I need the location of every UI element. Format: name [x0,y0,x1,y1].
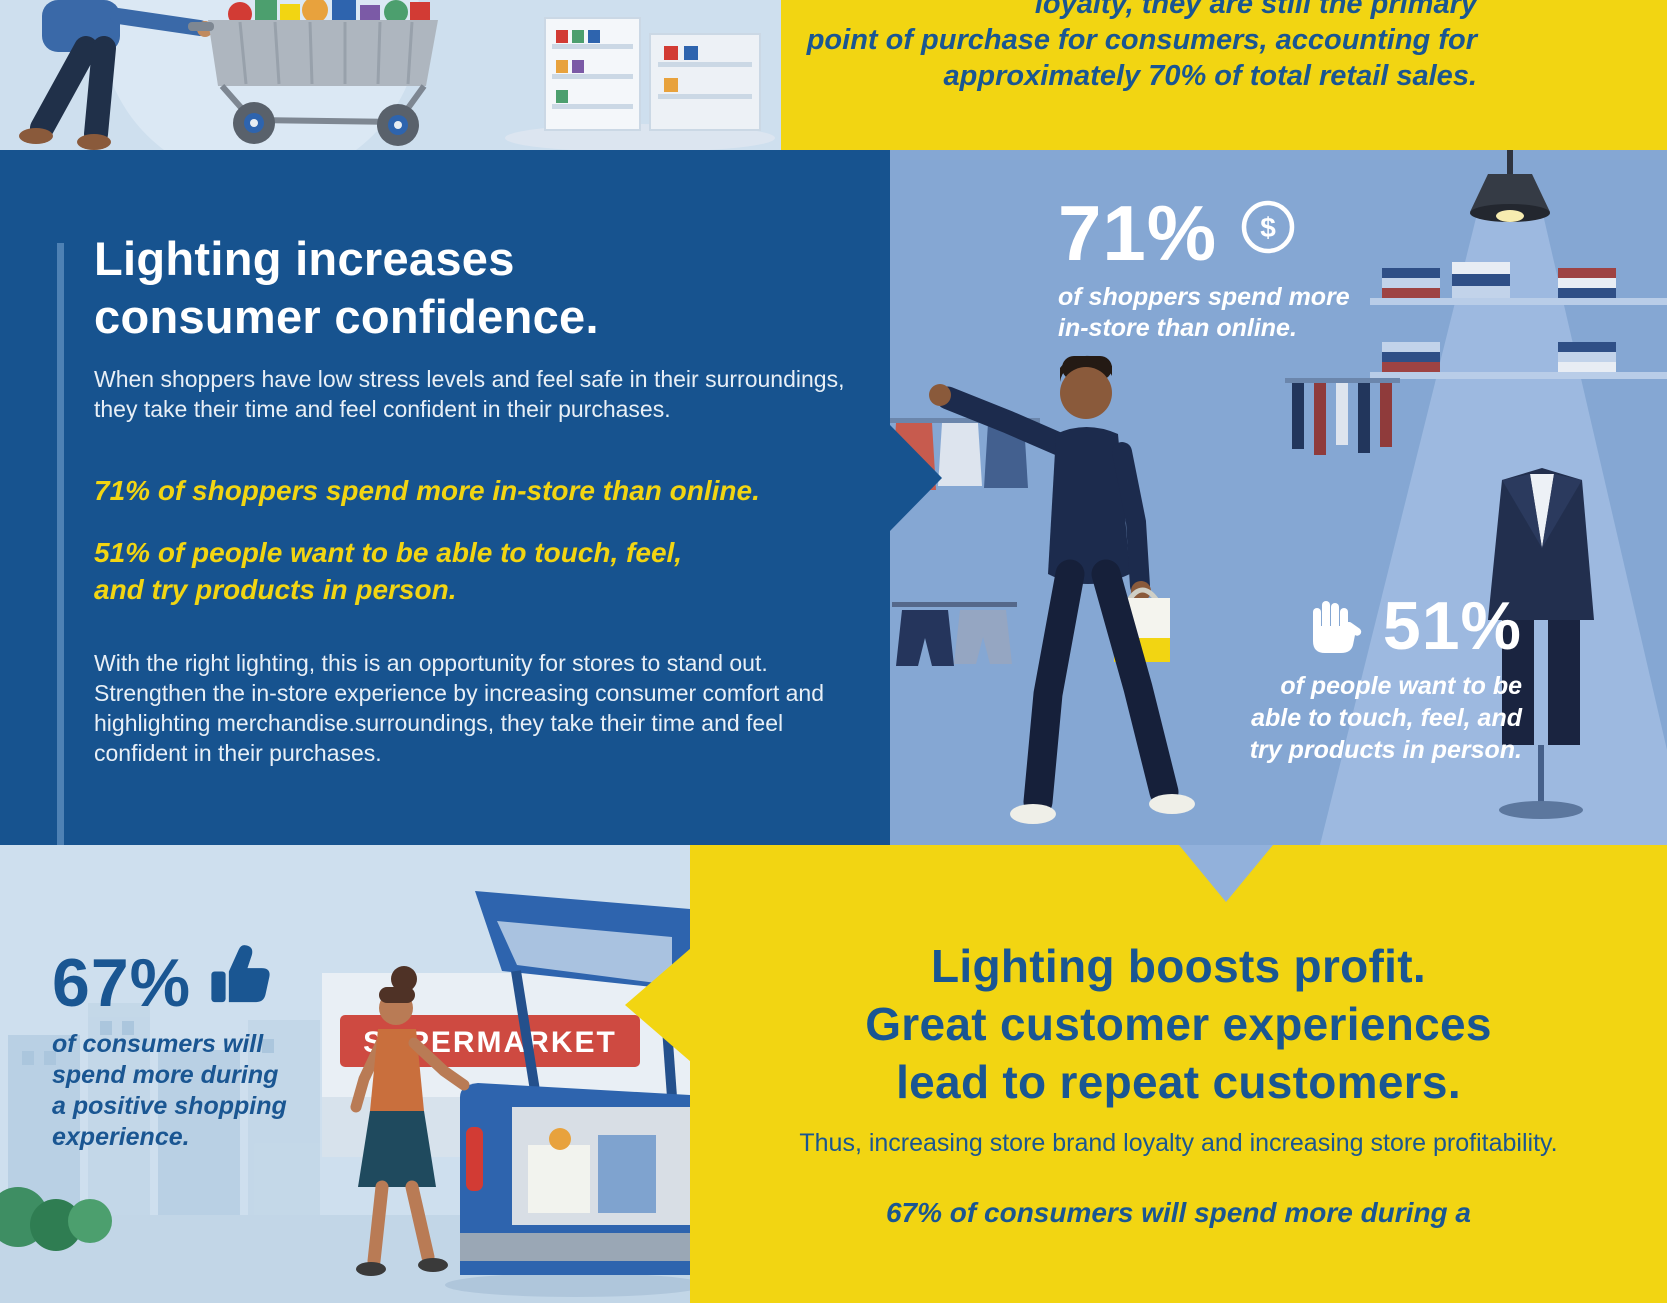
heading-line: lead to repeat customers. [896,1056,1461,1108]
confidence-heading: Lighting increases consumer confidence. [94,230,599,346]
caption-line: experience. [52,1123,190,1151]
shorts-rack [892,602,1017,666]
banner-text: loyalty, they are still the primary poin… [807,0,1477,94]
confidence-outro: With the right lighting, this is an oppo… [94,648,824,768]
banner-line: point of purchase for consumers, account… [806,24,1477,56]
paragraph-line: confident in their purchases. [94,740,382,766]
connector-arrow-right [890,425,942,531]
parking-scene: SUPERMARKET [0,845,690,1303]
car-trunk-illustration [445,891,690,1297]
caption-line: of shoppers spend more [1058,283,1350,311]
parking-lot-illustration: SUPERMARKET [0,891,690,1303]
paragraph-line: Strengthen the in-store experience by in… [94,680,825,706]
stat-touch-caption: of people want to be able to touch, feel… [1216,670,1522,766]
stat-instore-caption: of shoppers spend more in-store than onl… [1058,282,1350,344]
stat-experience-caption: of consumers will spend more during a po… [52,1029,287,1153]
highlight-71: 71% of shoppers spend more in-store than… [94,475,760,506]
caption-line: of people want to be [1280,672,1522,700]
light-beam [1320,210,1667,845]
cart-pusher-person [19,0,213,150]
woman-shopper-illustration [350,966,470,1276]
stat-experience: 67% of consumers will spend more during … [52,945,287,1153]
caption-line: in-store than online. [1058,314,1297,342]
caption-line: of consumers will [52,1030,264,1058]
paragraph-line: they take their time and feel confident … [94,396,671,422]
store-scene: 71% $ of shoppers spend more in-store th… [890,150,1667,845]
city-skyline-illustration [8,1003,320,1215]
shopper-with-cart-illustration [19,0,775,150]
stat-instore: 71% $ of shoppers spend more in-store th… [1058,194,1350,344]
highlight-line: 51% of people want to be able to touch, … [94,537,683,568]
caption-line: try products in person. [1249,736,1522,764]
store-interior-illustration [890,150,1667,845]
confidence-panel: Lighting increases consumer confidence. … [0,150,890,845]
connector-arrow-left [625,948,691,1062]
profit-subtext: Thus, increasing store brand loyalty and… [799,1129,1558,1157]
profit-partial-stat: 67% of consumers will spend more during … [885,1197,1472,1228]
dollar-coin-icon: $ [1241,200,1295,254]
paragraph-line: When shoppers have low stress levels and… [94,366,845,392]
profit-panel: Lighting boosts profit. Great customer e… [690,845,1667,1303]
raised-hand-icon [1312,601,1362,653]
thumbs-up-icon [211,945,270,1003]
stat-experience-value: 67% [52,945,192,1021]
caption-line: spend more during [52,1061,279,1089]
banner-line: approximately 70% of total retail sales. [943,60,1477,92]
confidence-intro: When shoppers have low stress levels and… [94,364,844,424]
shopper-man-illustration [929,355,1195,824]
caption-line: a positive shopping [52,1092,287,1120]
accent-bar [57,243,64,845]
store-shelves-illustration [505,17,775,150]
highlight-line: and try products in person. [94,574,457,605]
stat-touch: 51% of people want to be able to touch, … [1216,592,1522,766]
grocery-cart [188,0,438,146]
ties-rack [1285,378,1400,455]
heading-line: Lighting increases [94,232,515,285]
paragraph-line: With the right lighting, this is an oppo… [94,650,768,676]
stat-instore-value: 71% [1058,189,1218,277]
banner-line: loyalty, they are still the primary [1034,0,1477,20]
paragraph-line: highlighting merchandise.surroundings, t… [94,710,784,736]
heading-line: Lighting boosts profit. [931,940,1426,992]
heading-line: consumer confidence. [94,290,599,343]
clothes-shelves [1370,262,1667,379]
bushes-illustration [0,1187,112,1251]
highlight-51: 51% of people want to be able to touch, … [94,534,682,608]
suit-mannequin [1488,468,1594,819]
profit-heading: Lighting boosts profit. Great customer e… [690,937,1667,1111]
top-left-scene [0,0,781,150]
connector-arrow-down [1179,845,1273,902]
svg-text:$: $ [1260,212,1276,243]
stat-touch-value: 51% [1382,588,1522,664]
pendant-lamp-icon [1470,150,1550,222]
heading-line: Great customer experiences [865,998,1492,1050]
caption-line: able to touch, feel, and [1251,704,1522,732]
top-banner: loyalty, they are still the primary poin… [781,0,1667,150]
